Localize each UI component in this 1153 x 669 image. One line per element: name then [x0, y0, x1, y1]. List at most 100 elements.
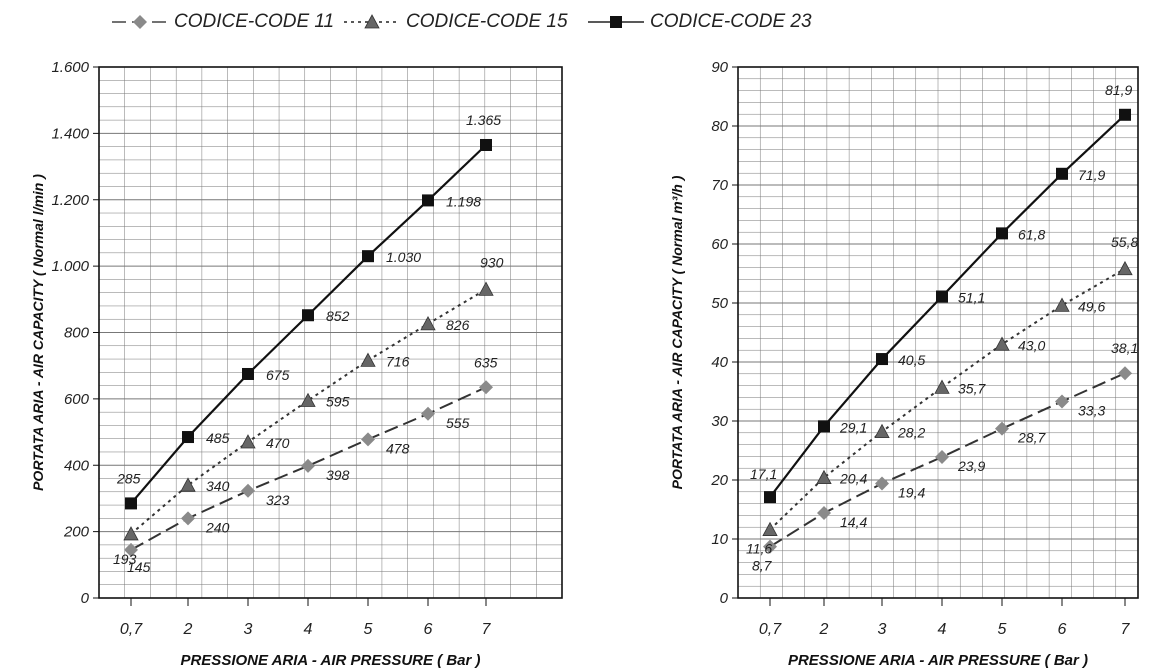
data-point — [818, 420, 830, 433]
data-label: 930 — [480, 254, 504, 270]
data-label: 635 — [474, 354, 498, 370]
data-label: 285 — [116, 470, 141, 486]
data-point — [361, 432, 375, 447]
data-point — [1055, 394, 1069, 409]
legend-item-code-11: CODICE-CODE 11 — [110, 8, 334, 36]
data-label: 28,7 — [1017, 430, 1046, 446]
y-tick-label: 80 — [711, 118, 728, 135]
data-point — [302, 309, 314, 322]
data-label: 14,4 — [840, 514, 867, 530]
data-label: 340 — [206, 478, 230, 494]
data-point — [480, 138, 492, 151]
x-tick-label: 7 — [482, 621, 492, 638]
y-tick-label: 1.400 — [51, 125, 89, 142]
data-label: 19,4 — [898, 485, 925, 501]
data-label: 38,1 — [1111, 340, 1138, 356]
data-point — [816, 469, 832, 485]
data-point — [420, 316, 436, 331]
data-point — [935, 449, 949, 464]
data-label: 11,6 — [746, 541, 772, 557]
data-point — [1118, 366, 1132, 381]
x-tick-label: 6 — [424, 621, 433, 638]
y-tick-label: 90 — [711, 59, 728, 76]
data-label: 49,6 — [1078, 298, 1105, 314]
data-point — [1119, 108, 1131, 121]
y-tick-label: 600 — [64, 391, 90, 408]
x-axis-title: PRESSIONE ARIA - AIR PRESSURE ( Bar ) — [788, 652, 1088, 669]
data-point — [422, 194, 434, 207]
data-point — [362, 250, 374, 263]
data-label: 470 — [266, 435, 290, 451]
data-point — [1117, 260, 1133, 276]
legend-label-code-15: CODICE-CODE 15 — [406, 11, 568, 32]
data-label: 852 — [326, 308, 350, 324]
legend-item-code-23: CODICE-CODE 23 — [586, 8, 812, 36]
data-point — [817, 506, 831, 521]
y-tick-label: 30 — [711, 413, 728, 430]
data-point — [242, 367, 254, 380]
data-label: 716 — [386, 353, 410, 369]
legend-line-code-15 — [344, 14, 400, 29]
data-point — [762, 521, 778, 536]
data-point — [123, 526, 139, 541]
data-label: 40,5 — [898, 352, 925, 368]
data-label: 43,0 — [1018, 337, 1045, 353]
data-label: 595 — [326, 394, 350, 410]
data-point — [360, 352, 376, 367]
y-tick-label: 200 — [63, 524, 90, 541]
data-label: 675 — [266, 367, 290, 383]
data-label: 826 — [446, 317, 470, 333]
y-tick-label: 0 — [720, 590, 729, 607]
data-point — [996, 227, 1008, 240]
data-point — [124, 542, 138, 557]
x-axis-title: PRESSIONE ARIA - AIR PRESSURE ( Bar ) — [180, 652, 480, 669]
data-point — [876, 353, 888, 366]
chart-legend: CODICE-CODE 11 CODICE-CODE 15 CODICE-COD… — [110, 8, 870, 36]
data-point — [995, 421, 1009, 436]
data-label: 485 — [206, 430, 230, 446]
data-point — [421, 406, 435, 421]
data-label: 51,1 — [958, 290, 985, 306]
x-tick-label: 2 — [183, 621, 193, 638]
legend-line-code-23 — [588, 16, 644, 28]
data-point — [479, 380, 493, 395]
x-tick-label: 7 — [1121, 621, 1131, 638]
data-label: 555 — [446, 415, 470, 431]
data-label: 55,8 — [1111, 234, 1138, 250]
data-label: 1.365 — [466, 112, 501, 128]
plot-area — [98, 66, 563, 599]
data-label: 33,3 — [1078, 403, 1105, 419]
data-label: 145 — [127, 559, 151, 575]
data-label: 1.198 — [446, 193, 481, 209]
x-tick-label: 4 — [938, 621, 947, 638]
data-label: 81,9 — [1105, 82, 1132, 98]
x-tick-label: 3 — [244, 621, 253, 638]
air-capacity-m3h-chart: 0 10 20 30 40 50 60 70 80 90 0,7 2 3 4 5 6 7 PRESSIONE AR… — [669, 59, 1139, 669]
y-tick-label: 70 — [711, 177, 728, 194]
y-tick-label: 800 — [64, 325, 90, 342]
legend-marker-diamond — [133, 15, 147, 29]
data-point — [182, 431, 194, 444]
data-label: 8,7 — [752, 558, 773, 574]
data-point — [240, 434, 256, 449]
data-point — [181, 511, 195, 526]
plot-area — [737, 66, 1139, 599]
data-label: 240 — [205, 519, 230, 535]
data-point — [241, 483, 255, 498]
y-tick-label: 0 — [81, 590, 90, 607]
data-label: 35,7 — [958, 380, 986, 396]
legend-item-code-15: CODICE-CODE 15 — [342, 8, 568, 36]
data-label: 23,9 — [957, 458, 985, 474]
data-point — [934, 379, 950, 394]
data-point — [478, 281, 494, 296]
x-tick-label: 0,7 — [120, 621, 143, 638]
x-tick-label: 3 — [878, 621, 887, 638]
legend-label-code-11: CODICE-CODE 11 — [174, 11, 335, 32]
data-label: 323 — [266, 492, 290, 508]
legend-line-code-11 — [112, 15, 168, 29]
x-tick-label: 5 — [998, 621, 1007, 638]
data-point — [874, 423, 890, 439]
legend-label-code-23: CODICE-CODE 23 — [650, 11, 812, 32]
data-label: 478 — [386, 440, 410, 456]
plot-border — [737, 66, 1139, 599]
